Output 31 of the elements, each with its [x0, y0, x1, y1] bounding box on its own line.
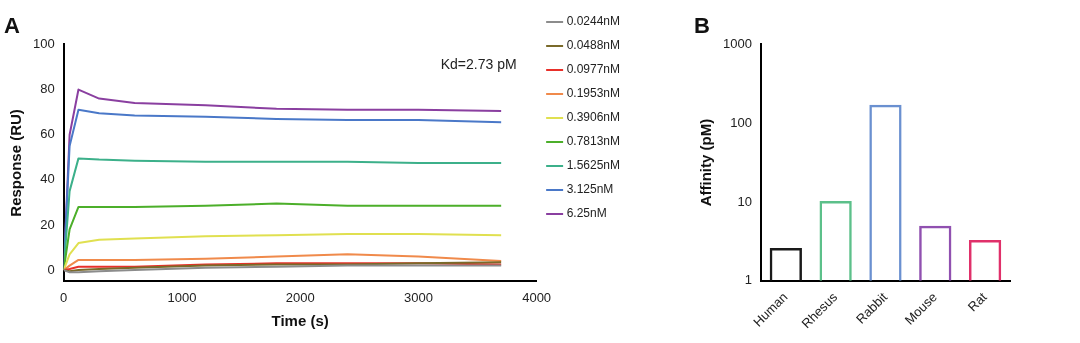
- x-axis-title: Time (s): [271, 312, 329, 330]
- x-tick-label: 2000: [285, 289, 315, 305]
- legend-label: 1.5625nM: [566, 158, 620, 173]
- legend-label: 0.0488nM: [566, 38, 620, 53]
- y-axis-title: Affinity (pM): [697, 118, 715, 207]
- y-tick-label: 1000: [723, 35, 752, 51]
- y-tick-label: 80: [40, 81, 55, 97]
- y-tick-label: 10: [737, 193, 752, 209]
- x-tick-label: 1000: [167, 289, 197, 305]
- legend-label: 0.7813nM: [566, 134, 620, 149]
- chart-title: A: [4, 13, 20, 39]
- legend-label: 0.3906nM: [566, 110, 620, 125]
- legend-label: 3.125nM: [566, 182, 614, 197]
- x-tick-label: Rat: [964, 289, 991, 315]
- y-axis-title: Response (RU): [7, 109, 25, 217]
- y-tick-label: 100: [730, 114, 752, 130]
- legend-label: 0.1953nM: [566, 86, 620, 101]
- y-tick-label: 0: [47, 261, 55, 277]
- y-tick-label: 1: [744, 272, 752, 288]
- legend-label: 0.0977nM: [566, 62, 620, 77]
- annotation: Kd=2.73 pM: [440, 56, 517, 73]
- y-tick-label: 100: [32, 35, 55, 51]
- chart-title: B: [694, 13, 710, 39]
- y-tick-label: 60: [40, 126, 55, 142]
- x-tick-label: 3000: [403, 289, 433, 305]
- y-tick-label: 40: [40, 171, 55, 187]
- x-tick-label: 0: [60, 289, 68, 305]
- legend-label: 0.0244nM: [566, 14, 620, 29]
- y-tick-label: 20: [40, 216, 55, 232]
- legend-label: 6.25nM: [566, 206, 607, 221]
- x-tick-label: 4000: [522, 289, 552, 305]
